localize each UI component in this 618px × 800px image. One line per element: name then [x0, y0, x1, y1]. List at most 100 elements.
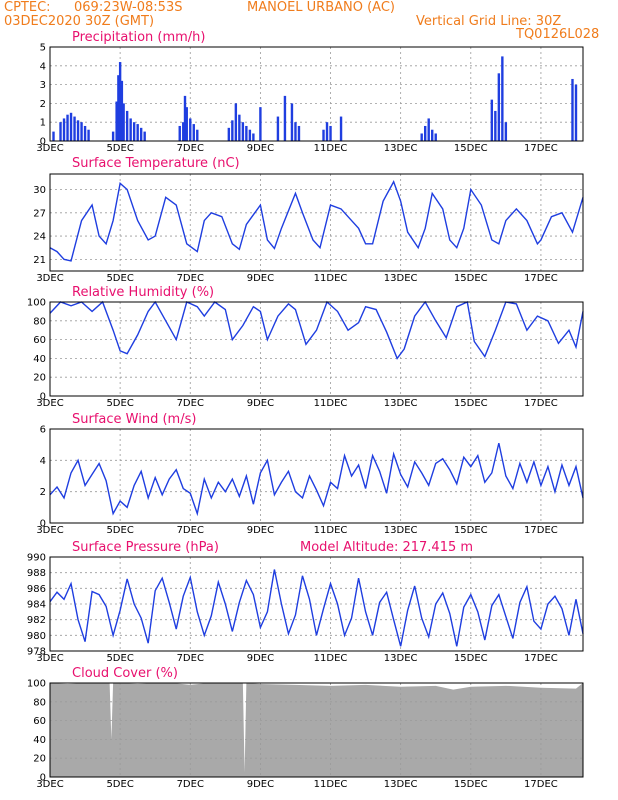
panel-frame — [49, 682, 584, 778]
precip-bar — [120, 80, 124, 141]
y-tick-label: 978 — [27, 647, 46, 658]
x-tick-label: 13DEC — [384, 398, 418, 409]
panel-wind: 0 2 4 6 3DEC 5DEC 7DEC 9DEC 11DEC 13DEC 15DEC 17DEC — [36, 425, 584, 536]
y-tick-label: 20 — [33, 373, 46, 384]
y-tick-label: 100 — [27, 298, 46, 309]
x-tick-label: 3DEC — [36, 525, 63, 536]
precip-bar — [241, 122, 245, 141]
title-precipitation: Precipitation (mm/h) — [72, 30, 205, 45]
precip-bar — [231, 120, 234, 141]
precip-bar — [139, 127, 143, 141]
precip-bar — [571, 78, 574, 141]
x-tick-label: 15DEC — [454, 273, 488, 284]
precip-bar — [117, 75, 120, 141]
header-model: TQ0126L028 — [515, 27, 599, 42]
y-tick-label: 6 — [40, 425, 46, 436]
y-tick-label: 40 — [33, 735, 46, 746]
x-tick-label: 11DEC — [314, 779, 348, 790]
x-tick-label: 17DEC — [524, 653, 558, 664]
precip-bar — [494, 110, 497, 141]
x-tick-label: 9DEC — [247, 143, 274, 154]
x-tick-label: 15DEC — [454, 398, 488, 409]
precip-bar — [122, 103, 125, 141]
y-tick-label: 0 — [40, 519, 46, 530]
rh-line — [49, 300, 584, 360]
y-tick-label: 0 — [40, 773, 46, 784]
precip-bar — [182, 122, 185, 141]
y-tick-label: 40 — [33, 354, 46, 365]
wind-line — [49, 442, 584, 517]
y-tick-label: 27 — [33, 208, 46, 219]
precip-bar — [325, 122, 329, 141]
y-tick-label: 21 — [33, 255, 46, 266]
x-tick-label: 3DEC — [36, 653, 63, 664]
x-tick-label: 15DEC — [454, 143, 488, 154]
y-tick-label: 80 — [33, 697, 46, 708]
x-tick-label: 9DEC — [247, 525, 274, 536]
precip-bar — [574, 84, 578, 141]
x-tick-label: 11DEC — [314, 653, 348, 664]
x-tick-label: 9DEC — [247, 273, 274, 284]
precip-bar — [339, 116, 343, 141]
precip-bar — [183, 95, 187, 141]
x-tick-label: 15DEC — [454, 779, 488, 790]
title-cloud: Cloud Cover (%) — [72, 666, 178, 681]
x-tick-label: 11DEC — [314, 398, 348, 409]
x-tick-label: 15DEC — [454, 525, 488, 536]
y-tick-label: 20 — [33, 754, 46, 765]
x-tick-label: 11DEC — [314, 143, 348, 154]
precip-bar — [245, 125, 248, 141]
precip-bar — [501, 56, 504, 141]
precip-bar — [490, 99, 494, 141]
precip-bar — [252, 133, 255, 141]
precip-bar — [59, 122, 62, 141]
x-tick-label: 13DEC — [384, 273, 418, 284]
precip-bar — [76, 120, 80, 141]
x-tick-label: 5DEC — [106, 779, 133, 790]
panel-frame — [49, 428, 584, 524]
y-tick-label: 988 — [27, 568, 46, 579]
precip-bar — [283, 95, 287, 141]
precip-bar — [178, 125, 181, 141]
precip-bar — [420, 133, 423, 141]
x-tick-label: 7DEC — [177, 525, 204, 536]
header-station: MANOEL URBANO (AC) — [247, 0, 395, 15]
precip-bar — [276, 116, 280, 141]
x-tick-label: 17DEC — [524, 398, 558, 409]
y-tick-label: 60 — [33, 716, 46, 727]
precip-bar — [497, 73, 501, 141]
x-tick-label: 3DEC — [36, 779, 63, 790]
model-altitude: Model Altitude: 217.415 m — [300, 540, 473, 555]
precip-bar — [136, 124, 139, 141]
y-tick-label: 0 — [40, 392, 46, 403]
x-tick-label: 11DEC — [314, 525, 348, 536]
precip-bar — [118, 62, 122, 141]
precip-bar — [192, 124, 195, 141]
precip-bar — [297, 125, 301, 141]
y-tick-label: 0 — [40, 137, 46, 148]
x-tick-label: 13DEC — [384, 653, 418, 664]
x-tick-label: 13DEC — [384, 779, 418, 790]
x-tick-label: 3DEC — [36, 398, 63, 409]
precip-bar — [115, 101, 118, 141]
precip-bar — [80, 122, 83, 141]
precip-bar — [83, 125, 87, 141]
y-tick-label: 990 — [27, 553, 46, 564]
precip-bar — [62, 118, 66, 141]
x-tick-label: 7DEC — [177, 653, 204, 664]
y-tick-label: 1 — [40, 118, 46, 129]
precip-bar — [434, 133, 437, 141]
plot-panels: 0 1 2 3 4 5 3DEC 5DEC 7DEC 9DEC 11DEC 13DEC 15DEC 17D… — [27, 43, 584, 790]
precip-bar — [329, 125, 332, 141]
title-temperature: Surface Temperature (nC) — [72, 156, 240, 171]
panel-cloud: 0 20 40 60 80 100 3DEC 5DEC 7DEC 9DEC 11DEC 13DEC 15… — [27, 679, 584, 790]
precip-bar — [504, 122, 508, 141]
precip-bar — [294, 122, 297, 141]
precip-bar — [424, 125, 427, 141]
precip-bar — [143, 131, 146, 141]
y-tick-label: 2 — [40, 99, 46, 110]
precip-bar — [189, 118, 192, 141]
x-tick-label: 5DEC — [106, 653, 133, 664]
precip-bar — [111, 131, 115, 141]
